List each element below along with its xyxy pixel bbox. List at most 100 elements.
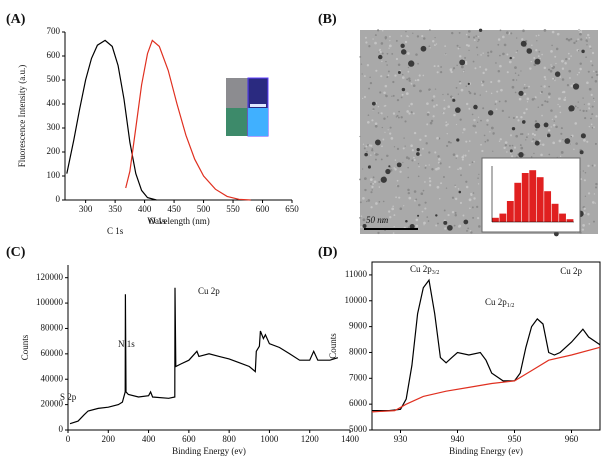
series-line (69, 287, 339, 425)
texture (413, 158, 416, 162)
texture (395, 39, 398, 42)
texture (465, 180, 468, 183)
texture (539, 57, 541, 59)
texture (462, 70, 465, 73)
texture (514, 91, 517, 94)
texture (568, 69, 572, 73)
texture (512, 56, 515, 59)
x-axis-label: Binding Energy (ev) (172, 446, 246, 456)
texture (455, 123, 458, 126)
texture (558, 97, 561, 101)
texture (422, 189, 425, 192)
texture (361, 73, 363, 75)
texture (586, 44, 588, 46)
annotation: N 1s (118, 339, 135, 349)
texture (428, 177, 431, 180)
texture (526, 97, 530, 101)
texture (440, 70, 443, 74)
y-tick-label: 500 (47, 74, 61, 84)
texture (521, 38, 524, 41)
texture (363, 147, 366, 150)
texture (413, 131, 417, 135)
texture (442, 93, 444, 96)
y-tick-label: 20000 (41, 399, 64, 409)
texture (412, 84, 416, 88)
histogram-bar (566, 219, 574, 222)
texture (446, 144, 449, 147)
texture (453, 224, 456, 227)
texture (552, 141, 556, 145)
texture (466, 229, 468, 232)
histogram-bar (529, 170, 537, 222)
panel-label: (D) (318, 245, 338, 260)
texture (371, 119, 374, 122)
x-tick-label: 550 (226, 204, 240, 214)
texture (537, 106, 539, 108)
texture (405, 156, 409, 159)
texture (447, 213, 450, 217)
texture (548, 153, 551, 156)
plot-frame (371, 261, 601, 431)
texture (593, 193, 596, 195)
texture (473, 92, 476, 95)
texture (559, 111, 562, 114)
x-axis-label: Wavelength (nm) (147, 216, 210, 226)
texture (400, 35, 403, 37)
y-tick-label: 10000 (345, 295, 368, 305)
texture (587, 102, 591, 106)
texture (484, 68, 488, 71)
texture (364, 36, 367, 39)
texture (447, 140, 451, 144)
texture (577, 101, 579, 103)
texture (587, 164, 590, 168)
nanoparticle (487, 110, 494, 116)
texture (380, 112, 383, 115)
texture (576, 73, 579, 76)
texture (495, 108, 498, 111)
texture (459, 201, 463, 205)
texture (407, 70, 410, 73)
texture (362, 143, 365, 145)
texture (436, 71, 439, 74)
texture (453, 113, 456, 117)
texture (431, 99, 434, 102)
texture (540, 143, 542, 145)
texture (396, 184, 400, 188)
y-tick-label: 700 (47, 26, 61, 36)
texture (570, 143, 572, 145)
texture (494, 103, 497, 105)
texture (362, 168, 364, 170)
texture (368, 45, 371, 48)
texture (544, 78, 547, 81)
histogram-bar (499, 213, 507, 222)
texture (533, 63, 537, 67)
texture (449, 68, 453, 72)
texture (415, 53, 418, 56)
y-tick-label: 300 (47, 122, 61, 132)
y-tick-label: 11000 (345, 269, 368, 279)
texture (378, 186, 381, 188)
texture (377, 29, 380, 32)
texture (530, 60, 532, 63)
texture (419, 89, 422, 93)
texture (590, 117, 592, 120)
nanoparticle (416, 148, 420, 152)
texture (423, 37, 426, 40)
texture (429, 29, 431, 31)
texture (579, 62, 582, 65)
texture (442, 112, 445, 115)
nanoparticle (554, 71, 561, 77)
texture (465, 33, 468, 36)
texture (445, 187, 448, 189)
texture (420, 192, 424, 196)
texture (567, 38, 571, 42)
x-tick-label: 1400 (341, 434, 360, 444)
texture (405, 92, 409, 95)
nanoparticle (380, 176, 387, 183)
y-tick-label: 120000 (36, 272, 64, 282)
texture (512, 116, 515, 119)
texture (480, 54, 482, 56)
texture (408, 196, 412, 200)
nanoparticle (580, 133, 586, 139)
texture (577, 50, 580, 52)
